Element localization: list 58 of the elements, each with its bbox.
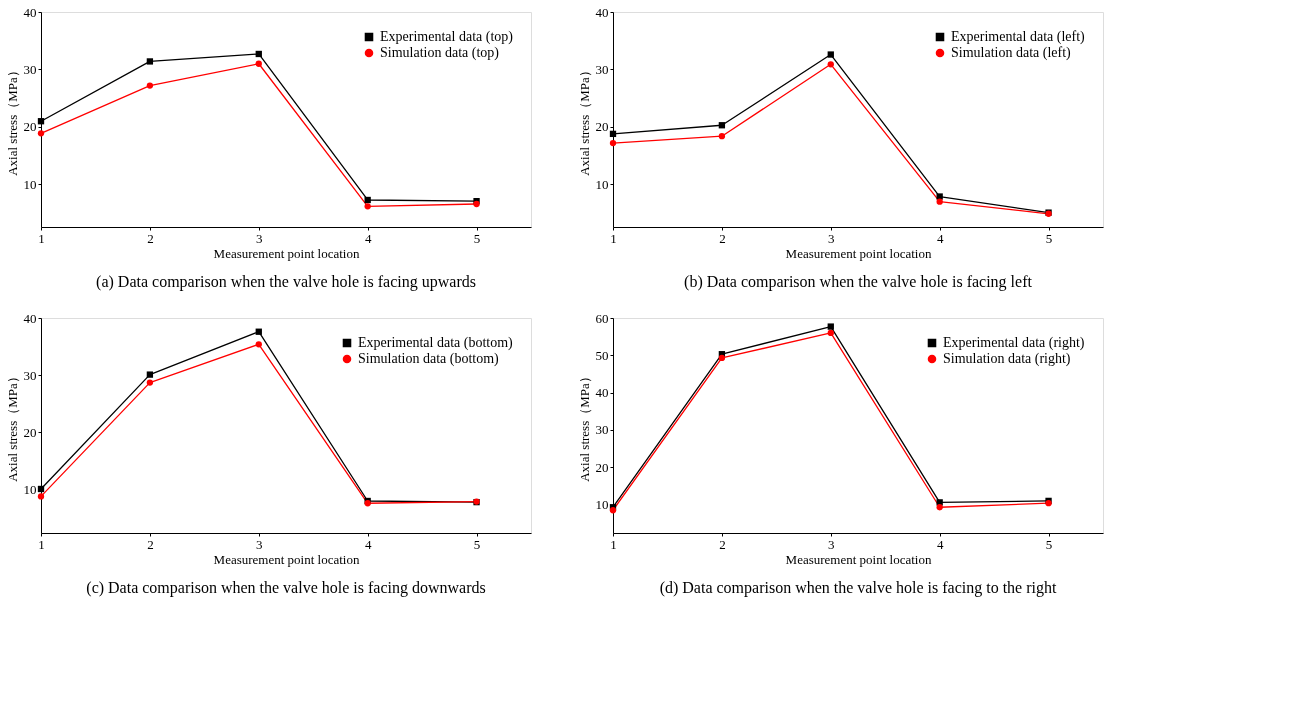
y-tick-label: 40 bbox=[595, 4, 609, 20]
y-tick-label: 20 bbox=[595, 119, 609, 135]
y-tick-label: 10 bbox=[595, 497, 609, 513]
x-tick-label: 1 bbox=[610, 230, 617, 246]
x-tick-label: 3 bbox=[828, 230, 835, 246]
y-axis-title: Axial stress（MPa） bbox=[576, 64, 592, 176]
text: (b) Data comparison when the valve hole is facing left bbox=[684, 273, 1033, 291]
x-tick-label: 4 bbox=[364, 536, 372, 552]
y-tick-label: 60 bbox=[595, 310, 609, 326]
legend-label: Experimental data (right) bbox=[943, 335, 1085, 351]
x-tick-label: 4 bbox=[936, 536, 944, 552]
y-axis-title: Axial stress（MPa） bbox=[4, 64, 20, 176]
x-tick-label: 5 bbox=[473, 230, 481, 246]
y-tick-label: 30 bbox=[23, 61, 37, 77]
y-tick-label: 20 bbox=[23, 119, 37, 135]
x-tick-label: 5 bbox=[1045, 230, 1053, 246]
x-tick-label: 3 bbox=[256, 230, 263, 246]
x-tick-label: 2 bbox=[147, 536, 154, 552]
text: (a) Data comparison when the valve hole is facing upwards bbox=[96, 273, 476, 291]
x-axis-title: Measurement point location bbox=[785, 551, 932, 567]
x-tick-label: 1 bbox=[610, 536, 617, 552]
text: (c) Data comparison when the valve hole is facing downwards bbox=[86, 579, 486, 597]
y-axis-title: Axial stress（MPa） bbox=[576, 370, 592, 482]
x-tick-label: 5 bbox=[473, 536, 481, 552]
y-tick-label: 40 bbox=[23, 310, 37, 326]
legend-label: Experimental data (bottom) bbox=[358, 335, 514, 351]
y-axis-title: Axial stress（MPa） bbox=[4, 370, 20, 482]
x-tick-label: 2 bbox=[147, 230, 154, 246]
y-tick-label: 20 bbox=[595, 459, 609, 475]
x-axis-title: Measurement point location bbox=[213, 245, 360, 261]
x-tick-label: 5 bbox=[1045, 536, 1053, 552]
y-tick-label: 20 bbox=[23, 424, 37, 440]
y-tick-label: 40 bbox=[595, 385, 609, 401]
x-tick-label: 1 bbox=[38, 536, 45, 552]
x-tick-label: 4 bbox=[364, 230, 372, 246]
legend-label: Experimental data (left) bbox=[951, 29, 1086, 45]
legend-label: Simulation data (top) bbox=[380, 45, 500, 61]
legend-label: Simulation data (left) bbox=[951, 45, 1072, 61]
y-tick-label: 40 bbox=[23, 4, 37, 20]
x-tick-label: 3 bbox=[828, 536, 835, 552]
x-axis-title: Measurement point location bbox=[213, 551, 360, 567]
y-tick-label: 30 bbox=[595, 61, 609, 77]
x-tick-label: 4 bbox=[936, 230, 944, 246]
x-axis-title: Measurement point location bbox=[785, 245, 932, 261]
legend-label: Experimental data (top) bbox=[380, 29, 514, 45]
y-tick-label: 30 bbox=[595, 422, 609, 438]
y-tick-label: 10 bbox=[23, 482, 37, 498]
y-tick-label: 30 bbox=[23, 367, 37, 383]
y-tick-label: 10 bbox=[23, 176, 37, 192]
x-tick-label: 1 bbox=[38, 230, 45, 246]
legend-label: Simulation data (right) bbox=[943, 351, 1071, 367]
x-tick-label: 2 bbox=[719, 536, 726, 552]
legend-label: Simulation data (bottom) bbox=[358, 351, 500, 367]
y-tick-label: 10 bbox=[595, 176, 609, 192]
y-tick-label: 50 bbox=[595, 347, 609, 363]
x-tick-label: 3 bbox=[256, 536, 263, 552]
text: (d) Data comparison when the valve hole is facing to the right bbox=[659, 579, 1057, 597]
x-tick-label: 2 bbox=[719, 230, 726, 246]
